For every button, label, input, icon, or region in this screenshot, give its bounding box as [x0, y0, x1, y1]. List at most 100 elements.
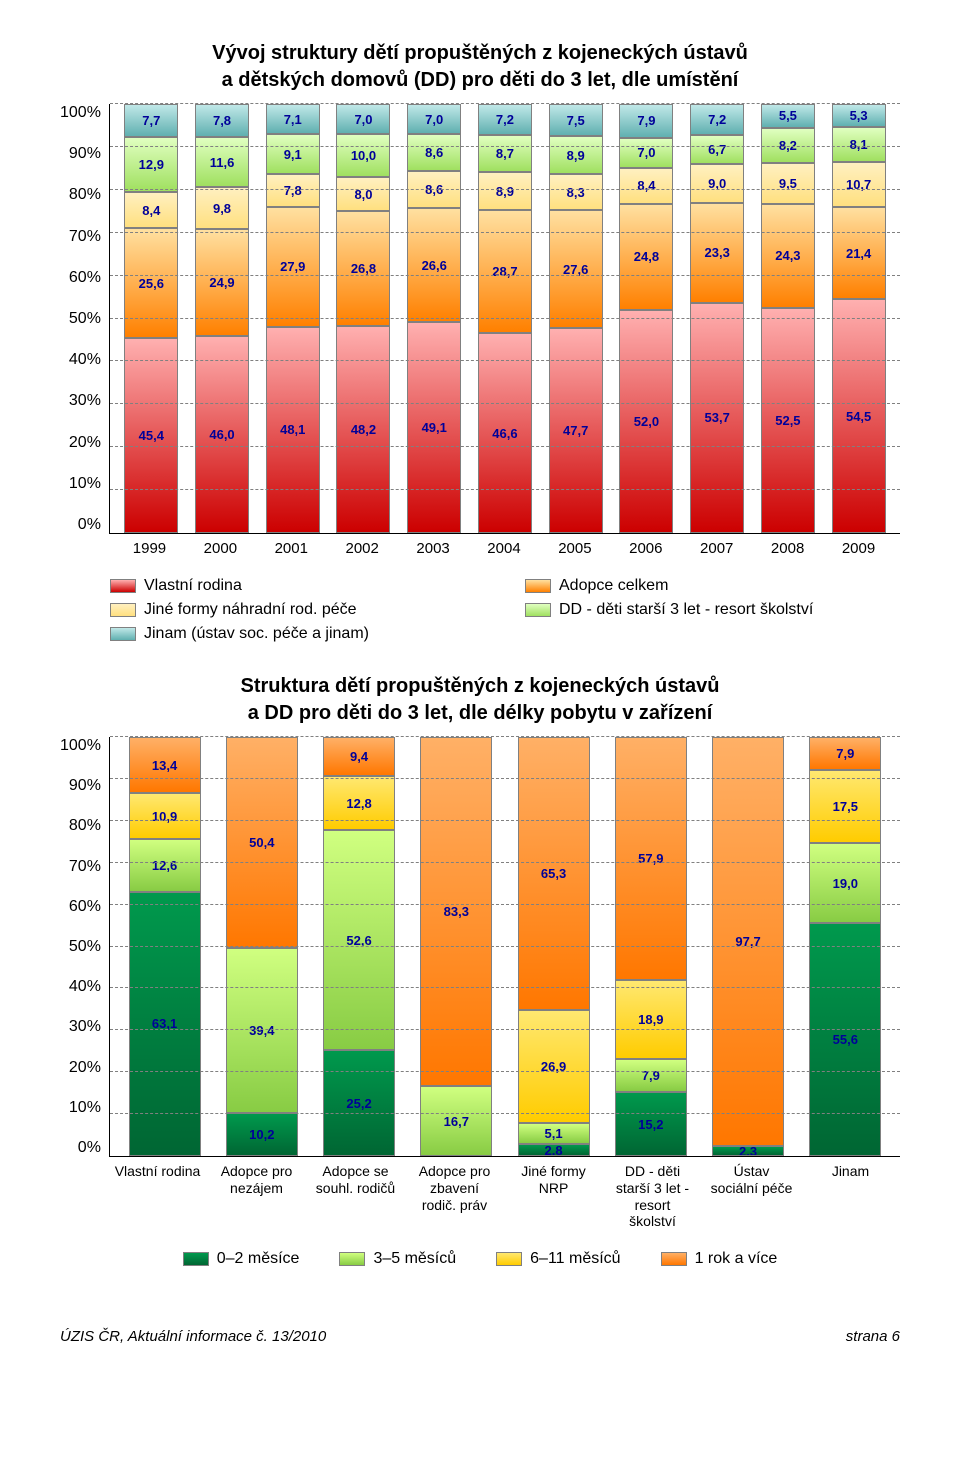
segment-jinam: 7,8	[195, 104, 249, 137]
grid-line	[110, 146, 900, 147]
bar: 52,024,88,47,07,9	[619, 104, 673, 533]
segment-jine: 9,8	[195, 187, 249, 229]
bar: 52,524,39,58,25,5	[761, 104, 815, 533]
page-footer: ÚZIS ČR, Aktuální informace č. 13/2010 s…	[0, 1298, 960, 1365]
segment-y1: 57,9	[615, 737, 687, 980]
segment-jinam: 7,1	[266, 104, 320, 134]
chart1-bars: 45,425,68,412,97,7 46,024,99,811,67,8 48,1…	[110, 104, 900, 533]
segment-m0_2: 2,3	[712, 1146, 784, 1156]
segment-adopce: 24,8	[619, 204, 673, 310]
segment-m6_11: 18,9	[615, 980, 687, 1059]
segment-adopce: 24,3	[761, 204, 815, 308]
legend-item: Adopce celkem	[525, 577, 900, 595]
segment-vlastni: 53,7	[690, 303, 744, 533]
x-label: 2000	[204, 540, 237, 557]
x-label: 2006	[629, 540, 662, 557]
segment-adopce: 26,8	[336, 211, 390, 326]
segment-dd3: 8,7	[478, 135, 532, 172]
segment-jine: 8,0	[336, 177, 390, 211]
segment-m0_2: 10,2	[226, 1113, 298, 1156]
y-tick: 100%	[60, 737, 101, 755]
segment-m3_5: 5,1	[518, 1123, 590, 1144]
chart2-y-axis: 100%90%80%70%60%50%40%30%20%10%0%	[60, 737, 109, 1157]
x-label: 2004	[487, 540, 520, 557]
legend-swatch	[183, 1252, 209, 1266]
segment-m0_2: 63,1	[129, 892, 201, 1156]
chart2-x-axis: Vlastní rodinaAdopce pro nezájemAdopce s…	[108, 1157, 900, 1230]
segment-m0_2: 55,6	[809, 923, 881, 1156]
segment-adopce: 28,7	[478, 210, 532, 333]
legend-label: 0–2 měsíce	[217, 1250, 300, 1268]
x-label: Ústav sociální péče	[709, 1163, 795, 1230]
chart2-legend: 0–2 měsíce 3–5 měsíců 6–11 měsíců 1 rok a v…	[60, 1250, 900, 1268]
segment-m3_5: 52,6	[323, 830, 395, 1050]
x-label: Jinam	[808, 1163, 894, 1230]
bar: 48,127,97,89,17,1	[266, 104, 320, 533]
chart1-legend: Vlastní rodinaAdopce celkemJiné formy ná…	[110, 577, 900, 643]
segment-jine: 8,4	[124, 192, 178, 228]
segment-jinam: 7,0	[336, 104, 390, 134]
legend-item: Vlastní rodina	[110, 577, 485, 595]
bar: 45,425,68,412,97,7	[124, 104, 178, 533]
x-label: Vlastní rodina	[115, 1163, 201, 1230]
segment-jinam: 7,0	[407, 104, 461, 134]
legend-swatch	[339, 1252, 365, 1266]
y-tick: 80%	[69, 186, 101, 204]
segment-adopce: 26,6	[407, 208, 461, 322]
chart2: 100%90%80%70%60%50%40%30%20%10%0% 63,112…	[60, 737, 900, 1157]
legend-swatch	[525, 579, 551, 593]
x-label: 2008	[771, 540, 804, 557]
y-tick: 40%	[69, 351, 101, 369]
grid-line	[110, 403, 900, 404]
segment-y1: 13,4	[129, 737, 201, 793]
segment-dd3: 7,0	[619, 138, 673, 168]
y-tick: 70%	[69, 858, 101, 876]
segment-jinam: 7,5	[549, 104, 603, 136]
bar: 49,126,68,68,67,0	[407, 104, 461, 533]
legend-swatch	[110, 603, 136, 617]
segment-m0_2: 15,2	[615, 1092, 687, 1156]
segment-jine: 10,7	[832, 162, 886, 208]
grid-line	[110, 820, 900, 821]
legend-item: 6–11 měsíců	[496, 1250, 620, 1268]
segment-adopce: 23,3	[690, 203, 744, 303]
segment-adopce: 27,9	[266, 207, 320, 327]
legend-item: 1 rok a více	[661, 1250, 778, 1268]
x-label: Adopce pro zbavení rodič. práv	[412, 1163, 498, 1230]
segment-m0_2: 2,8	[518, 1144, 590, 1156]
segment-dd3: 8,6	[407, 134, 461, 171]
bar: 46,628,78,98,77,2	[478, 104, 532, 533]
grid-line	[110, 189, 900, 190]
legend-item: 3–5 měsíců	[339, 1250, 456, 1268]
y-tick: 70%	[69, 228, 101, 246]
legend-swatch	[496, 1252, 522, 1266]
segment-jinam: 7,2	[690, 104, 744, 135]
bar: 63,112,610,913,4	[129, 737, 201, 1156]
segment-adopce: 21,4	[832, 207, 886, 299]
segment-m6_11: 17,5	[809, 770, 881, 843]
chart1: 100%90%80%70%60%50%40%30%20%10%0% 45,425…	[60, 104, 900, 534]
grid-line	[110, 489, 900, 490]
bar: 47,727,68,38,97,5	[549, 104, 603, 533]
x-label: Jiné formy NRP	[511, 1163, 597, 1230]
grid-line	[110, 904, 900, 905]
segment-m0_2: 25,2	[323, 1050, 395, 1156]
legend-label: 3–5 měsíců	[373, 1250, 456, 1268]
chart1-plot: 45,425,68,412,97,7 46,024,99,811,67,8 48,1…	[109, 104, 900, 534]
y-tick: 10%	[69, 1099, 101, 1117]
chart1-y-axis: 100%90%80%70%60%50%40%30%20%10%0%	[60, 104, 109, 534]
segment-vlastni: 45,4	[124, 338, 178, 533]
segment-y1: 83,3	[420, 737, 492, 1086]
bar: 55,619,017,57,9	[809, 737, 881, 1156]
y-tick: 100%	[60, 104, 101, 122]
segment-y1: 97,7	[712, 737, 784, 1146]
bar: 46,024,99,811,67,8	[195, 104, 249, 533]
chart1-title-line1: Vývoj struktury dětí propuštěných z koje…	[212, 42, 748, 64]
segment-m6_11: 12,8	[323, 776, 395, 830]
grid-line	[110, 103, 900, 104]
segment-dd3: 9,1	[266, 134, 320, 173]
y-tick: 0%	[78, 516, 101, 534]
bar: 54,521,410,78,15,3	[832, 104, 886, 533]
y-tick: 60%	[69, 898, 101, 916]
segment-jine: 7,8	[266, 174, 320, 207]
